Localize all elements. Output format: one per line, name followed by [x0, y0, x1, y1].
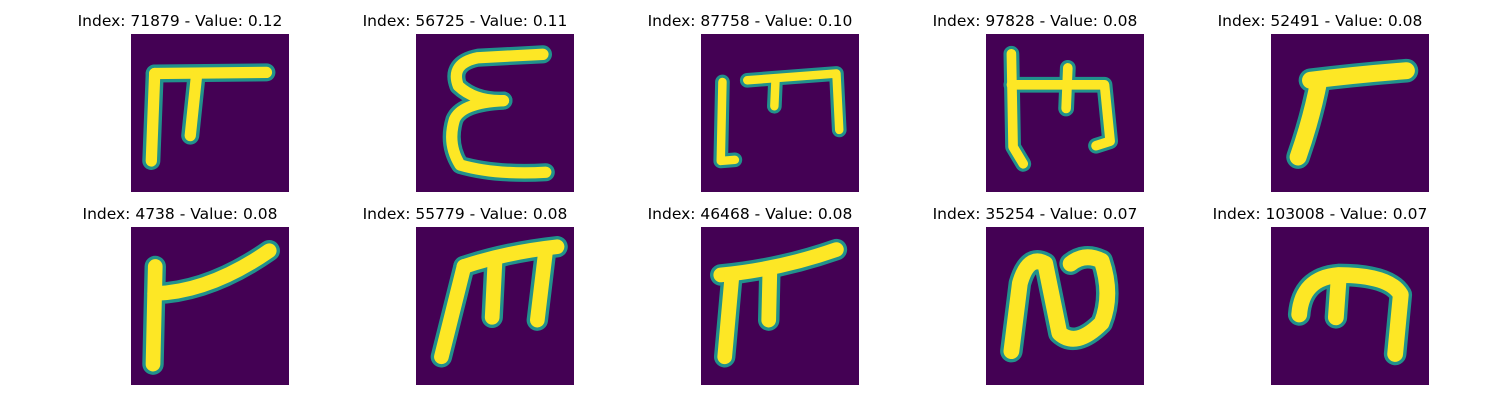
m-shaped-glyph	[1271, 227, 1429, 385]
m-shaped-glyph	[416, 227, 574, 385]
panel-title: Index: 71879 - Value: 0.12	[77, 12, 283, 30]
panel-5: Index: 52491 - Value: 0.08	[1170, 0, 1470, 200]
panel-3: Index: 87758 - Value: 0.10	[600, 0, 900, 200]
panel-10: Index: 103008 - Value: 0.07	[1170, 193, 1470, 393]
r-shaped-glyph	[1271, 34, 1429, 192]
f-shaped-glyph	[131, 34, 289, 192]
panel-title: Index: 4738 - Value: 0.08	[82, 205, 278, 223]
m-shaped-glyph	[986, 34, 1144, 192]
panel-title: Index: 52491 - Value: 0.08	[1217, 12, 1423, 30]
m-shaped-glyph	[701, 34, 859, 192]
e-shaped-glyph	[416, 34, 574, 192]
panel-4: Index: 97828 - Value: 0.08	[885, 0, 1185, 200]
r-shaped-glyph	[131, 227, 289, 385]
panel-title: Index: 46468 - Value: 0.08	[647, 205, 853, 223]
panel-1: Index: 71879 - Value: 0.12	[30, 0, 330, 200]
panel-6: Index: 4738 - Value: 0.08	[30, 193, 330, 393]
f-shaped-glyph	[701, 227, 859, 385]
panel-title: Index: 97828 - Value: 0.08	[932, 12, 1138, 30]
panel-8: Index: 46468 - Value: 0.08	[600, 193, 900, 393]
panel-7: Index: 55779 - Value: 0.08	[315, 193, 615, 393]
panel-9: Index: 35254 - Value: 0.07	[885, 193, 1185, 393]
panel-title: Index: 55779 - Value: 0.08	[362, 205, 568, 223]
panel-title: Index: 56725 - Value: 0.11	[362, 12, 568, 30]
panel-title: Index: 35254 - Value: 0.07	[932, 205, 1138, 223]
n-shaped-glyph	[986, 227, 1144, 385]
panel-title: Index: 87758 - Value: 0.10	[647, 12, 853, 30]
panel-title: Index: 103008 - Value: 0.07	[1212, 205, 1428, 223]
panel-2: Index: 56725 - Value: 0.11	[315, 0, 615, 200]
